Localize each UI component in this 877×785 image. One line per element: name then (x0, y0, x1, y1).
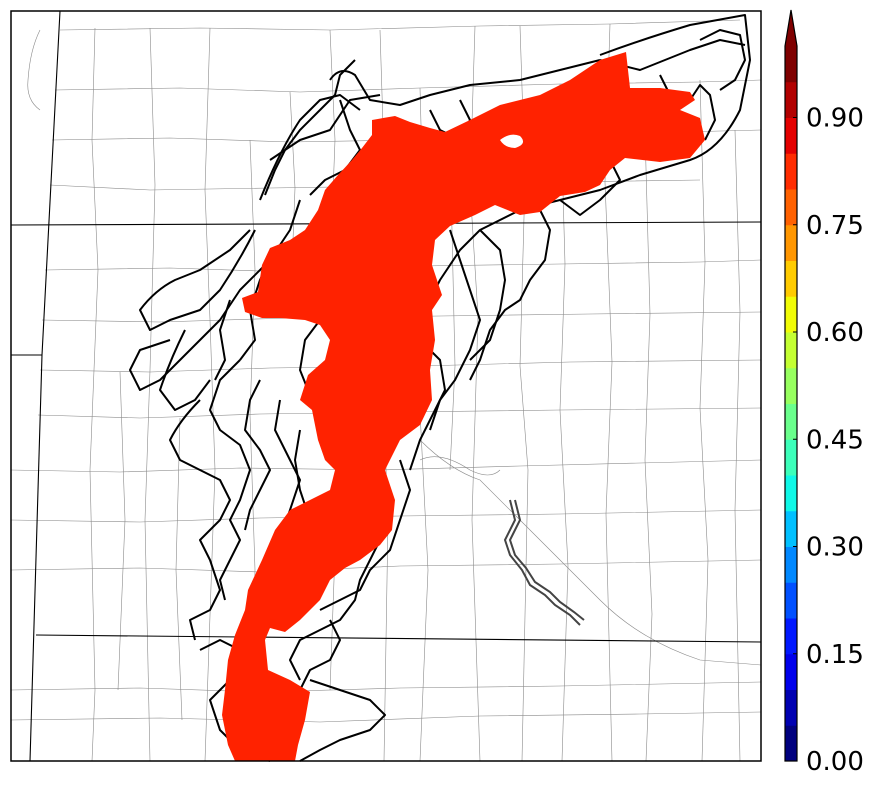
colorbar-tick-label: 0.90 (806, 104, 864, 134)
ensemble-contours (129, 14, 751, 762)
river-lines (503, 499, 585, 626)
colorbar-band (785, 546, 797, 583)
colorbar-band (785, 46, 797, 83)
colorbar-ticks: 0.00 0.15 0.30 0.45 0.60 0.75 0.90 (793, 104, 864, 777)
colorbar-band (785, 117, 797, 154)
colorbar-tick-label: 0.30 (806, 533, 864, 563)
colorbar-band (785, 332, 797, 369)
colorbar-band (785, 439, 797, 476)
colorbar-band (785, 618, 797, 655)
colorbar-band (785, 224, 797, 261)
colorbar-band (785, 81, 797, 118)
colorbar-band (785, 260, 797, 297)
colorbar-band (785, 189, 797, 226)
colorbar-tick-label: 0.00 (806, 747, 864, 777)
colorbar-extend-arrow (785, 10, 797, 46)
map-border (10, 10, 762, 762)
colorbar-band (785, 153, 797, 190)
colorbar-tick-label: 0.15 (806, 640, 864, 670)
colorbar-bands (785, 46, 797, 762)
colorbar-tick-label: 0.75 (806, 211, 864, 241)
colorbar-band (785, 653, 797, 690)
colorbar-band (785, 296, 797, 333)
colorbar-band (785, 582, 797, 619)
colorbar-band (785, 689, 797, 726)
probability-area (222, 52, 705, 761)
colorbar-tick-label: 0.60 (806, 318, 864, 348)
colorbar-band (785, 510, 797, 547)
probability-area-hole (500, 134, 524, 148)
colorbar-band (785, 725, 797, 762)
colorbar-band (785, 475, 797, 512)
colorbar-band (785, 367, 797, 404)
colorbar-band (785, 403, 797, 440)
colorbar-tick-label: 0.45 (806, 425, 864, 455)
